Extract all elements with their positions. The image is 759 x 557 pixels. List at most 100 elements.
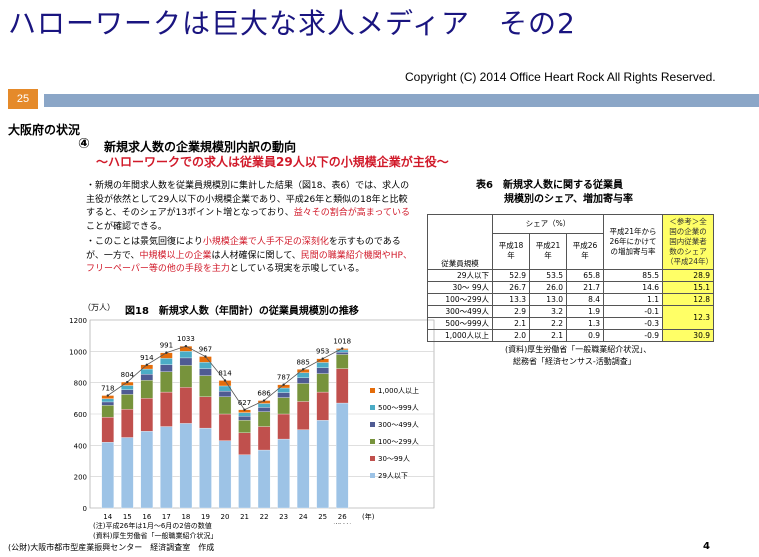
bar-segment <box>101 398 114 403</box>
chart-unit-label: （万人） <box>83 303 115 312</box>
copyright-notice: Copyright (C) 2014 Office Heart Rock All… <box>405 70 716 84</box>
bar-segment <box>336 402 349 509</box>
legend-label: 29人以下 <box>378 472 408 480</box>
total-point <box>126 380 129 384</box>
bar-segment <box>140 398 154 432</box>
bar-segment <box>199 375 212 397</box>
cell-ref: 12.3 <box>662 305 714 330</box>
total-point <box>282 383 285 386</box>
y-tick-label: 800 <box>74 380 87 388</box>
cell-h26: 65.8 <box>566 269 604 282</box>
bar-segment <box>160 391 173 427</box>
y-tick-label: 0 <box>83 505 87 513</box>
legend-label: 30～99人 <box>378 455 410 463</box>
share-header-cell: シェア（%） <box>492 214 604 234</box>
bar-segment <box>140 431 154 509</box>
cell-h26: 0.9 <box>566 329 604 342</box>
x-tick-label: 25 <box>318 513 327 521</box>
bar-segment <box>238 420 251 433</box>
bar-segment <box>121 389 134 395</box>
x-tick-label: 21 <box>240 513 249 521</box>
total-point <box>223 379 227 382</box>
total-point <box>145 363 149 367</box>
bar-segment <box>179 423 193 509</box>
cell-label: 300～499人 <box>427 305 493 318</box>
bar-segment <box>277 438 290 509</box>
para2-text-c: は人材確保に関して、 <box>211 250 301 261</box>
legend-label: 500～999人 <box>378 404 419 412</box>
cell-ref: 30.9 <box>662 329 714 342</box>
h26-header-cell: 平成26年 <box>566 232 604 271</box>
cell-h18: 2.9 <box>492 305 530 318</box>
contrib-header-cell: 平成21年から26年にかけての増加寄与率 <box>603 214 663 270</box>
cell-h18: 52.9 <box>492 269 530 282</box>
x-tick-label: 14 <box>103 513 112 521</box>
cell-h18: 2.0 <box>492 329 530 342</box>
cell-h18: 2.1 <box>492 317 530 330</box>
h18-header-cell: 平成18年 <box>492 232 530 271</box>
bar-segment <box>140 368 154 375</box>
para2-highlight-1: 小規模企業で人手不足の深刻化 <box>202 237 329 247</box>
bar-segment <box>218 413 232 441</box>
bar-segment <box>257 403 271 408</box>
bar-segment <box>238 432 251 455</box>
total-point <box>341 347 344 350</box>
cell-h26: 8.4 <box>566 293 604 306</box>
para2-highlight-2: 中規模以上の企業 <box>139 250 212 261</box>
legend-swatch <box>370 456 375 461</box>
x-tick-label: 26 <box>338 513 347 521</box>
bar-segment <box>316 362 329 368</box>
x-tick-label: 19 <box>201 513 210 521</box>
legend-label: 300～499人 <box>378 421 419 429</box>
cell-h18: 26.7 <box>492 281 530 294</box>
total-point <box>184 344 188 348</box>
para2-text-b: を示すものであるが、一方で、 <box>86 237 401 261</box>
page-mark: 4 <box>703 541 710 552</box>
legend-label: 100～299人 <box>378 438 419 446</box>
bar-segment <box>296 377 310 384</box>
bar-segment <box>218 390 232 397</box>
figure-title: 図18 新規求人数（年間計）の従業員規模別の推移 <box>125 306 359 317</box>
legend-swatch <box>370 388 375 393</box>
total-point <box>321 357 324 360</box>
bar-segment <box>316 420 329 509</box>
bar-segment <box>199 362 212 369</box>
para2-text-d: としている現実を示唆している。 <box>229 264 365 274</box>
bar-segment <box>336 351 349 355</box>
bar-segment <box>160 426 173 509</box>
estimate-label: (推計) <box>332 522 352 524</box>
table-source-line-2: 総務省「経済センサス-活動調査」 <box>513 357 636 366</box>
bar-segment <box>238 412 251 417</box>
bar-segment <box>296 383 310 402</box>
paragraph-2: ・このことは景気回復により小規模企業で人手不足の深刻化を示すものであるが、一方で… <box>86 236 416 277</box>
legend-swatch <box>370 439 375 444</box>
bar-segment <box>238 416 251 421</box>
data-label: 787 <box>277 374 290 382</box>
bar-segment <box>101 416 114 443</box>
cell-label: 500～999人 <box>427 317 493 330</box>
section-subtitle: ～ハローワークでの求人は従業員29人以下の小規模企業が主役～ <box>96 155 449 169</box>
para1-text-a: ・新規の年間求人数を従業員規模別に集計した結果（図18、表6）では、求人の主役が… <box>86 181 410 218</box>
bar-segment <box>101 442 114 509</box>
header-divider-bar <box>44 94 759 107</box>
bar-segment <box>140 374 154 381</box>
data-label: 718 <box>101 385 114 393</box>
data-label: 885 <box>296 358 309 366</box>
cell-h26: 1.3 <box>566 317 604 330</box>
data-label: 814 <box>218 369 232 377</box>
table-title-line-1: 表6 新規求人数に関する従業員 <box>476 180 623 191</box>
total-point <box>262 399 266 402</box>
legend-swatch <box>370 405 375 410</box>
cell-ref: 15.1 <box>662 281 714 294</box>
cell-label: 100～299人 <box>427 293 493 306</box>
section-number: ④ <box>78 136 90 152</box>
bar-segment <box>277 387 290 393</box>
bar-segment <box>336 354 349 369</box>
bar-segment <box>199 427 212 509</box>
cell-label: 29人以下 <box>427 269 493 282</box>
x-tick-label: 17 <box>162 513 171 521</box>
legend-swatch <box>370 473 375 478</box>
bar-segment <box>121 385 134 390</box>
bar-segment <box>336 368 349 404</box>
legend-label: 1,000人以上 <box>378 386 419 395</box>
